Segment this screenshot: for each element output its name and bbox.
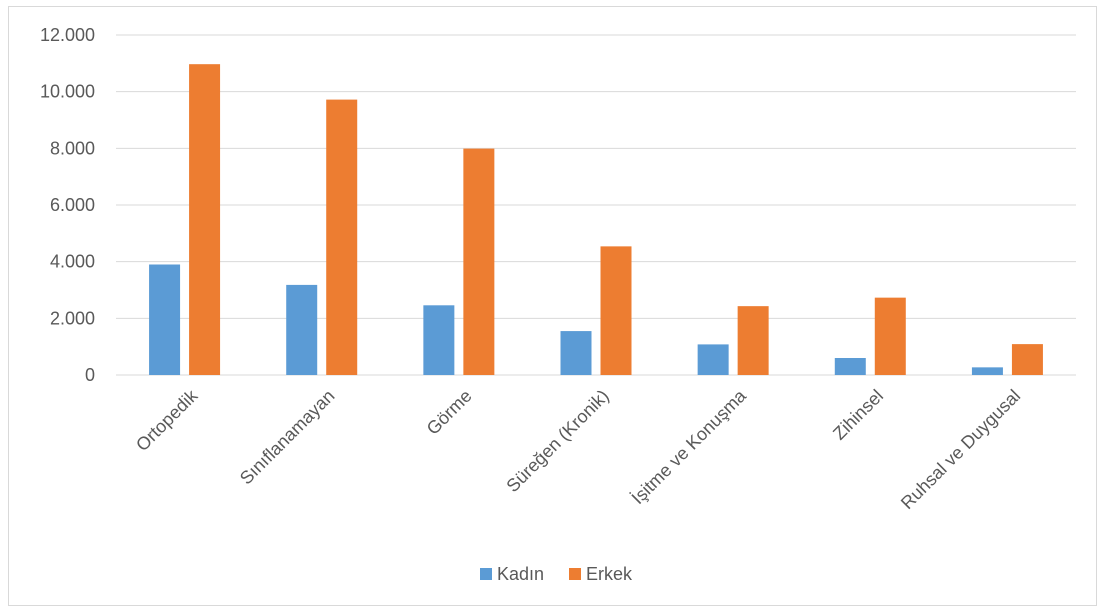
legend-label: Kadın bbox=[497, 564, 544, 584]
legend-swatch bbox=[480, 568, 492, 580]
y-tick-label: 4.000 bbox=[50, 252, 95, 272]
y-tick-label: 10.000 bbox=[40, 82, 95, 102]
y-tick-label: 0 bbox=[85, 365, 95, 385]
bar-kadin bbox=[834, 358, 866, 375]
chart-area: 0 2.000 4.000 6.000 8.000 10.000 12.000 Ortoped… bbox=[8, 6, 1097, 606]
y-tick-label: 2.000 bbox=[50, 308, 95, 328]
bar-erkek bbox=[737, 306, 769, 375]
bar-kadin bbox=[149, 264, 181, 375]
y-tick-label: 8.000 bbox=[50, 138, 95, 158]
x-category-label: Ruhsal ve Duygusal bbox=[897, 386, 1024, 513]
x-category-label: Zihinsel bbox=[829, 386, 887, 444]
x-category-label: Süreğen (Kronik) bbox=[502, 386, 612, 496]
y-tick-label: 6.000 bbox=[50, 195, 95, 215]
bar-erkek bbox=[189, 64, 221, 375]
bar-kadin bbox=[560, 331, 592, 375]
bar-kadin bbox=[423, 305, 455, 375]
x-category-label: Görme bbox=[423, 386, 476, 439]
legend-label: Erkek bbox=[586, 564, 633, 584]
x-category-label: Sınıflanamayan bbox=[236, 386, 339, 489]
bar-erkek bbox=[463, 148, 495, 375]
bar-erkek bbox=[874, 297, 906, 375]
legend-swatch bbox=[569, 568, 581, 580]
bar-erkek bbox=[1011, 344, 1043, 375]
x-category-label: İşitme ve Konuşma bbox=[628, 385, 751, 508]
bar-chart: 0 2.000 4.000 6.000 8.000 10.000 12.000 Ortoped… bbox=[40, 25, 1076, 584]
bar-kadin bbox=[286, 284, 318, 375]
bar-erkek bbox=[326, 99, 358, 375]
bar-erkek bbox=[600, 246, 632, 375]
y-tick-label: 12.000 bbox=[40, 25, 95, 45]
bar-kadin bbox=[971, 367, 1003, 375]
x-category-label: Ortopedik bbox=[132, 385, 202, 455]
bar-kadin bbox=[697, 344, 729, 375]
